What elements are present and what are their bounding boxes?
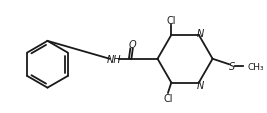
Text: NH: NH [107, 54, 122, 64]
Text: Cl: Cl [167, 16, 176, 26]
Text: N: N [197, 28, 204, 38]
Text: Cl: Cl [163, 93, 173, 103]
Text: CH₃: CH₃ [247, 62, 264, 71]
Text: N: N [197, 80, 204, 90]
Text: O: O [129, 40, 137, 50]
Text: S: S [229, 62, 235, 72]
